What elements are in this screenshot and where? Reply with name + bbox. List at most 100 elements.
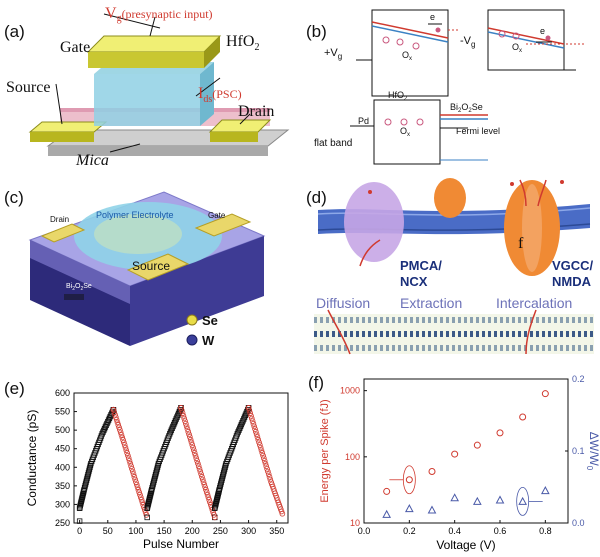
data-point [130,471,137,477]
x-tick-label: 0.4 [448,526,461,536]
x-tick-label: 0.8 [539,526,552,536]
data-point [152,473,158,480]
data-point [86,466,93,472]
y2-tick-label: 0.2 [572,374,585,384]
data-point [187,434,193,440]
data-point [137,491,143,498]
data-point [151,477,157,483]
label-drain: Drain [238,103,274,120]
x-tick-label: 0.0 [358,526,371,536]
data-point [87,462,94,469]
data-point [108,412,114,418]
data-point [105,417,112,423]
data-point [242,412,249,418]
data-point [257,444,264,451]
data-point [451,450,459,458]
data-point [76,505,83,511]
data-point [204,491,211,498]
data-point [255,436,262,443]
data-point [237,423,244,430]
label-intercalation: Intercalation [496,295,572,311]
y2-axis-label: ΔW/W0 [585,432,600,471]
data-point [182,418,188,424]
data-point [259,450,266,456]
data-point [253,428,259,435]
data-point [241,416,247,422]
data-point [189,442,196,448]
data-point [171,420,178,426]
data-point [168,427,175,433]
data-point [150,481,156,487]
data-point [116,424,122,431]
y2-tick-label: 0.0 [572,518,585,528]
data-point [113,414,119,421]
data-point [239,420,245,426]
data-point [99,431,105,437]
data-point [120,437,126,443]
data-point [170,423,176,430]
x-tick-label: 0 [77,526,82,536]
data-point [113,416,120,423]
label-bi2o2se-c: Bi2O2Se [66,283,92,292]
synapse-analogy: PMCA/ NCX VGCC/ NMDA f Diffusion Extract… [314,178,594,355]
data-point [128,463,134,470]
data-point [207,499,213,506]
data-point [247,410,253,416]
data-point [82,481,89,487]
data-point [122,444,129,451]
data-point [149,486,155,493]
data-point [83,479,89,485]
label-pmca: PMCA/ [400,258,442,273]
y-axis-label: Conductance (pS) [25,410,39,507]
data-point [256,439,262,446]
label-nmda: NMDA [552,274,592,289]
data-point [175,412,181,418]
data-point [192,452,199,459]
data-point [194,458,200,464]
data-point [141,504,147,511]
data-point [187,436,194,443]
data-point [248,415,255,422]
data-point [450,493,460,502]
data-point [238,421,245,428]
panel-e: (e) 0 50 100 150 200 250 300 350 250 300 350 400 450… [0,365,300,557]
data-point [196,466,203,472]
data-point [245,405,252,411]
data-point [220,472,226,478]
data-point [144,505,150,511]
band-flat [350,99,488,165]
data-point [382,509,392,518]
data-point [191,450,198,456]
data-point [266,474,273,480]
data-point [195,460,201,467]
y2-axis-label-main: ΔW/W [587,432,600,467]
data-point [203,486,209,493]
panel-label-b: (b) [306,22,327,41]
label-mica: Mica [75,152,109,169]
data-point [125,452,131,459]
data-point [136,489,142,496]
panel-label-f: (f) [308,373,325,392]
data-point [181,415,188,422]
data-point [183,423,190,430]
data-point [212,505,218,511]
y-tick-label: 250 [55,518,70,528]
data-point [243,410,249,417]
data-point [253,431,260,438]
panel-label-e: (e) [4,379,25,398]
data-point [151,475,158,482]
data-point [101,427,107,434]
data-point [267,476,274,483]
label-minus-vg: -Vg [460,35,475,49]
label-pd: Pd [358,116,369,126]
label-f: f [518,235,524,252]
band-positive-vg [356,9,460,97]
label-vg: Vg(presynaptic input) [105,5,213,24]
data-point [104,420,110,427]
label-bi2o2se-b: Bi2O2Se [450,102,483,114]
label-drain-c: Drain [50,215,69,224]
data-point [205,494,212,501]
data-point [125,455,132,462]
data-point [174,414,180,420]
data-point [123,447,130,454]
